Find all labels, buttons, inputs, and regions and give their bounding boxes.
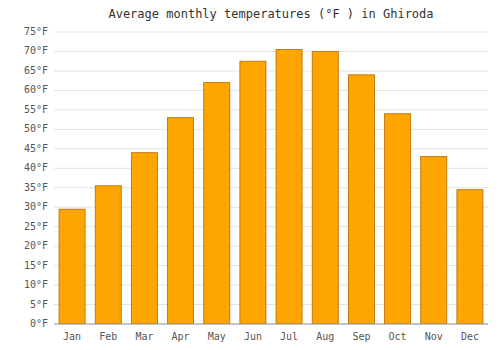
y-tick-label: 20°F <box>24 240 48 251</box>
y-tick-label: 50°F <box>24 123 48 134</box>
y-tick-label: 65°F <box>24 65 48 76</box>
bar <box>95 186 121 324</box>
grid-line <box>54 51 488 52</box>
bar <box>240 61 266 324</box>
y-tick-label: 75°F <box>24 26 48 37</box>
bar <box>59 209 85 324</box>
y-tick-label: 30°F <box>24 201 48 212</box>
y-axis: 0°F 5°F 10°F 15°F 20°F 25°F 30°F 35°F 40°F 45°F 50… <box>24 26 48 329</box>
bars <box>59 50 483 324</box>
x-tick-label: Apr <box>172 331 190 342</box>
y-tick-label: 5°F <box>30 299 48 310</box>
x-tick-label: Jul <box>280 331 298 342</box>
x-tick-label: Aug <box>316 331 334 342</box>
y-tick-label: 35°F <box>24 182 48 193</box>
bar <box>421 157 447 324</box>
grid-line <box>54 324 488 325</box>
grid-line <box>54 129 488 130</box>
y-tick-label: 25°F <box>24 221 48 232</box>
bar <box>457 190 483 324</box>
title: Average monthly temperatures (°F ) in Gh… <box>108 7 433 21</box>
page: {"chart_data": {"type": "bar", "title": … <box>0 0 500 350</box>
bar <box>168 118 194 324</box>
grid-line <box>54 148 488 149</box>
y-tick-label: 15°F <box>24 260 48 271</box>
bar <box>312 51 338 324</box>
x-tick-label: Jun <box>244 331 262 342</box>
bar <box>204 83 230 324</box>
grid-line <box>54 32 488 33</box>
bar <box>131 153 157 324</box>
y-tick-label: 55°F <box>24 104 48 115</box>
grid-line <box>54 70 488 71</box>
y-tick-label: 10°F <box>24 279 48 290</box>
bar <box>385 114 411 324</box>
x-axis-line <box>54 324 488 325</box>
bar <box>276 50 302 324</box>
x-tick-label: May <box>208 331 226 342</box>
x-tick-label: Mar <box>135 331 153 342</box>
x-tick-label: Dec <box>461 331 479 342</box>
y-tick-label: 45°F <box>24 143 48 154</box>
y-tick-label: 60°F <box>24 84 48 95</box>
x-tick-label: Jan <box>63 331 81 342</box>
chart: Average monthly temperatures (°F ) in Gh… <box>0 0 500 350</box>
x-tick-label: Oct <box>389 331 407 342</box>
y-tick-label: 0°F <box>30 318 48 329</box>
bar <box>348 75 374 324</box>
x-tick-label: Feb <box>99 331 117 342</box>
y-tick-label: 40°F <box>24 162 48 173</box>
x-tick-label: Sep <box>352 331 370 342</box>
y-tick-label: 70°F <box>24 45 48 56</box>
x-tick-label: Nov <box>425 331 443 342</box>
grid-line <box>54 109 488 110</box>
grid-line <box>54 90 488 91</box>
x-axis: Jan Feb Mar Apr May Jun Jul Aug Sep Oct Nov Dec <box>54 324 488 342</box>
grid <box>54 32 488 324</box>
